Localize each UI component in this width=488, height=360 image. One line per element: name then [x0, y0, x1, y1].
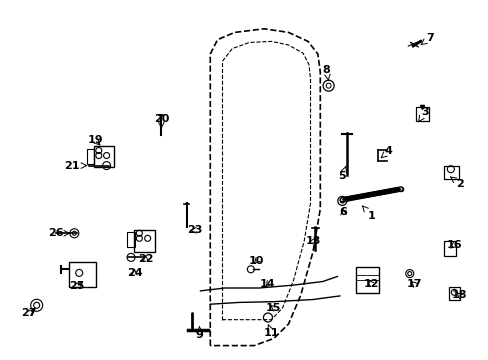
Text: 3: 3: [418, 107, 428, 122]
Bar: [355, 267, 379, 293]
Text: 5: 5: [338, 166, 346, 181]
Text: 11: 11: [263, 325, 279, 338]
Text: 15: 15: [265, 303, 281, 313]
Text: 26: 26: [48, 228, 70, 238]
Text: 21: 21: [64, 161, 86, 171]
Text: 24: 24: [126, 268, 142, 278]
Text: 6: 6: [339, 207, 346, 217]
Bar: [448, 287, 459, 300]
Text: 27: 27: [21, 308, 37, 318]
Bar: [443, 241, 455, 256]
Text: 2: 2: [449, 177, 463, 189]
Text: 13: 13: [305, 236, 320, 246]
Text: 22: 22: [138, 254, 153, 264]
Text: 1: 1: [362, 206, 375, 221]
Text: 10: 10: [248, 256, 264, 266]
Text: 9: 9: [195, 327, 203, 340]
Text: 14: 14: [260, 279, 275, 289]
Text: 8: 8: [322, 65, 330, 81]
Text: 25: 25: [69, 281, 85, 291]
Text: 18: 18: [451, 290, 467, 300]
Text: 12: 12: [363, 279, 379, 289]
Text: 7: 7: [420, 33, 433, 45]
Bar: [415, 107, 428, 121]
Bar: [87, 149, 94, 164]
Bar: [443, 166, 458, 179]
Bar: [94, 146, 114, 167]
Bar: [134, 230, 155, 252]
Bar: [69, 262, 96, 287]
Text: 16: 16: [446, 240, 462, 250]
Text: 4: 4: [381, 146, 392, 158]
Text: 20: 20: [153, 114, 169, 128]
Text: 17: 17: [406, 279, 422, 289]
Text: 19: 19: [87, 135, 103, 145]
Text: 23: 23: [186, 225, 202, 235]
Bar: [127, 232, 135, 247]
